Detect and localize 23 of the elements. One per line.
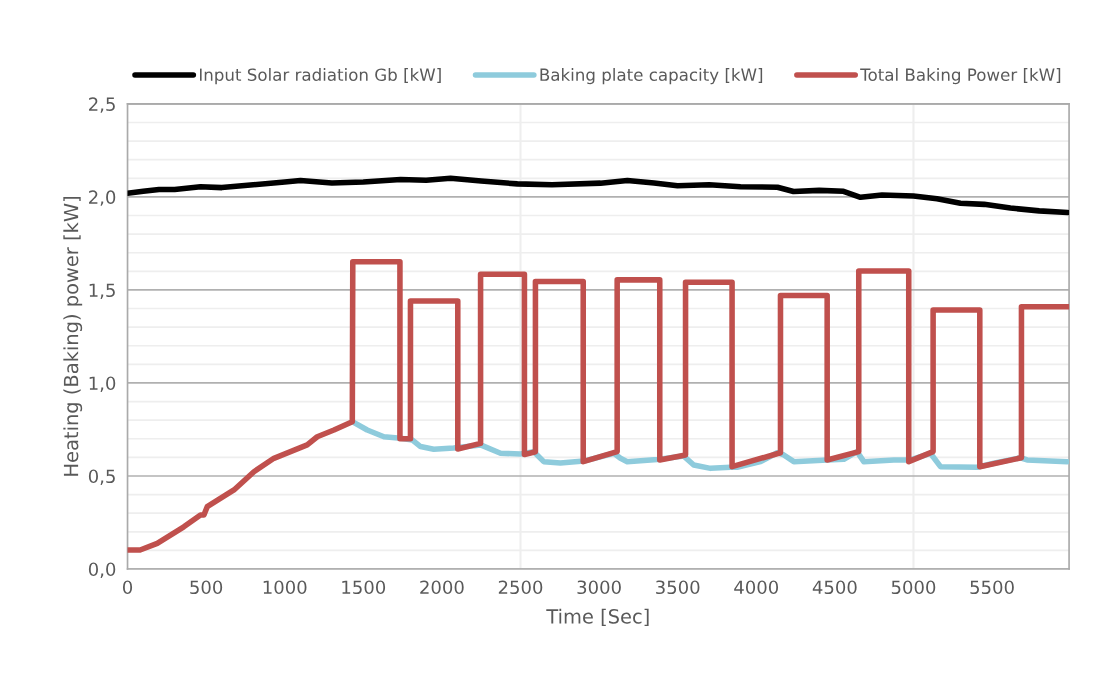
x-tick-label: 0 [122,580,133,595]
x-tick-label: 4000 [734,580,779,595]
x-tick-label: 5500 [970,580,1014,595]
x-tick-label: 1000 [263,580,307,595]
legend-label: Total Baking Power [kW] [860,68,1061,85]
x-axis-title: Time [Sec] [546,608,649,627]
x-tick-label: 3000 [577,580,621,595]
x-tick-label: 4500 [812,580,857,595]
y-tick-label: 1,0 [89,376,116,392]
y-tick-label: 0,0 [88,562,116,578]
x-tick-label: 1500 [342,580,386,595]
y-tick-label: 2,5 [89,97,115,113]
y-axis-title: Heating (Baking) power [kW] [63,196,83,476]
y-tick-label: 1,5 [89,283,115,299]
x-tick-label: 2500 [498,580,543,595]
x-tick-label: 5000 [891,580,936,595]
y-tick-label: 2,0 [89,190,116,206]
x-tick-label: 3500 [656,580,700,595]
legend-label: Input Solar radiation Gb [kW] [199,68,441,85]
legend-label: Baking plate capacity [kW] [540,68,763,85]
x-tick-label: 2000 [420,580,464,595]
y-tick-label: 0,5 [88,469,115,485]
x-tick-label: 500 [190,580,223,595]
